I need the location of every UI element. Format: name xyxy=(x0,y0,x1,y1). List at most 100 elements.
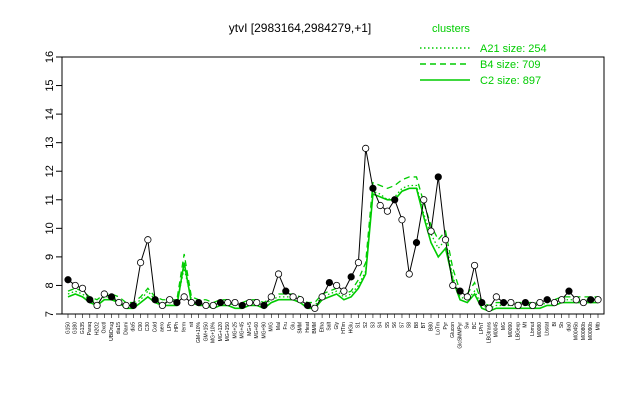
data-point xyxy=(383,207,392,215)
x-tick-label: BT xyxy=(421,322,427,328)
x-tick-label: dia5 xyxy=(131,322,137,332)
data-point xyxy=(180,293,188,301)
x-tick-label: M0090b xyxy=(588,322,594,340)
legend: clusters A21 size: 254 B4 size: 709 C2 siz… xyxy=(420,23,547,87)
x-tick-label: MG+5 xyxy=(247,322,253,336)
data-point xyxy=(289,293,297,301)
x-tick-label: GM+150 xyxy=(203,322,209,342)
x-tick-label: Mtb xyxy=(595,322,601,331)
x-tick-label: Diami xyxy=(123,322,129,335)
x-tick-label: Glucon xyxy=(450,322,456,338)
data-point xyxy=(514,301,522,310)
data-point xyxy=(187,298,196,307)
x-tick-label: MG+150 xyxy=(225,322,231,342)
data-point xyxy=(550,298,559,307)
data-point xyxy=(303,301,312,310)
y-tick-label: 10 xyxy=(44,222,56,234)
x-tick-label: HPh xyxy=(174,322,180,332)
series-line-A21 xyxy=(67,184,598,309)
data-point xyxy=(485,304,493,312)
y-tick-label: 14 xyxy=(44,108,56,120)
data-point xyxy=(86,296,94,304)
data-point xyxy=(405,270,413,278)
data-point xyxy=(100,290,108,298)
x-tick-label: Paraq xyxy=(87,322,93,336)
x-tick-label: Lbmut xyxy=(530,321,536,336)
data-point xyxy=(216,298,225,307)
x-tick-label: LPhT xyxy=(479,322,485,334)
data-point xyxy=(420,196,428,204)
data-point xyxy=(362,144,370,152)
x-tick-label: MG+25 xyxy=(232,322,238,339)
x-tick-label: GM+10% xyxy=(196,321,202,343)
x-tick-label: B80 xyxy=(428,322,434,331)
x-tick-label: BC xyxy=(472,322,478,329)
data-point xyxy=(521,298,529,307)
x-tick-label: MG+90 xyxy=(261,322,267,339)
x-tick-label: MG+120 xyxy=(218,322,224,342)
data-point xyxy=(536,298,544,307)
legend-title: clusters xyxy=(432,23,470,35)
x-tick-label: aero xyxy=(160,322,166,332)
data-point xyxy=(122,301,130,310)
x-tick-label: B8 xyxy=(414,322,420,328)
series-layer xyxy=(67,148,598,313)
x-tick-label: H2O2 xyxy=(94,322,100,335)
x-tick-label: MG+45 xyxy=(240,322,246,339)
x-tick-label: MG+10% xyxy=(211,321,217,343)
data-point xyxy=(64,276,72,284)
y-tick-label: 11 xyxy=(44,194,56,205)
x-tick-label: Fru xyxy=(283,322,289,330)
x-tick-label: ferm xyxy=(181,322,187,332)
x-tick-label: Etha xyxy=(319,322,325,333)
points-layer xyxy=(64,144,602,312)
x-tick-label: S4 xyxy=(378,322,384,328)
data-point xyxy=(115,298,123,307)
data-point xyxy=(253,298,261,307)
legend-entry-label: B4 size: 709 xyxy=(480,59,541,71)
data-point xyxy=(492,293,500,301)
x-tick-label: C30 xyxy=(145,322,151,331)
x-tick-label: Salt xyxy=(327,321,333,330)
x-tick-label: S8 xyxy=(407,322,413,328)
data-point xyxy=(296,296,304,304)
x-tick-label: G135 xyxy=(80,322,86,334)
data-point xyxy=(318,293,326,301)
x-tick-label: Glu xyxy=(290,322,296,330)
x-tick-label: dia15 xyxy=(116,322,122,334)
data-point xyxy=(166,296,174,304)
data-point xyxy=(507,298,515,307)
data-point xyxy=(478,298,486,307)
data-point xyxy=(107,293,116,301)
x-tick-label: GlcSMMPyr xyxy=(457,322,463,349)
x-tick-label: S6 xyxy=(392,322,398,328)
data-point xyxy=(456,287,464,295)
data-point xyxy=(78,284,87,292)
y-tick-label: 8 xyxy=(44,282,56,288)
data-point xyxy=(311,304,319,312)
data-point xyxy=(427,227,435,235)
x-tick-label: BMM xyxy=(312,322,318,334)
data-point xyxy=(543,296,551,304)
x-tick-label: MG+60 xyxy=(254,322,260,339)
x-tick-label: Gly xyxy=(334,322,340,330)
x-tick-label: M0045 xyxy=(494,322,500,338)
x-tick-label: Oxctl xyxy=(102,322,108,333)
x-tick-label: LBGtrans xyxy=(486,322,492,344)
x-tick-label: M/G xyxy=(269,322,275,332)
data-point xyxy=(449,281,457,290)
x-tick-label: Lbstat xyxy=(545,321,551,335)
data-point xyxy=(282,287,290,295)
x-tick-label: M0090 xyxy=(508,322,514,338)
data-point xyxy=(376,201,384,210)
x-tick-label: S2 xyxy=(363,322,369,328)
data-point xyxy=(333,281,341,290)
data-point xyxy=(231,298,239,307)
x-tick-label: M0045b xyxy=(574,322,580,340)
x-tick-label: HGlu xyxy=(348,322,354,334)
x-tick-label: nit xyxy=(189,321,195,327)
data-point xyxy=(463,293,471,301)
y-tick-label: 13 xyxy=(44,137,56,149)
x-tick-label: G180 xyxy=(73,322,79,334)
